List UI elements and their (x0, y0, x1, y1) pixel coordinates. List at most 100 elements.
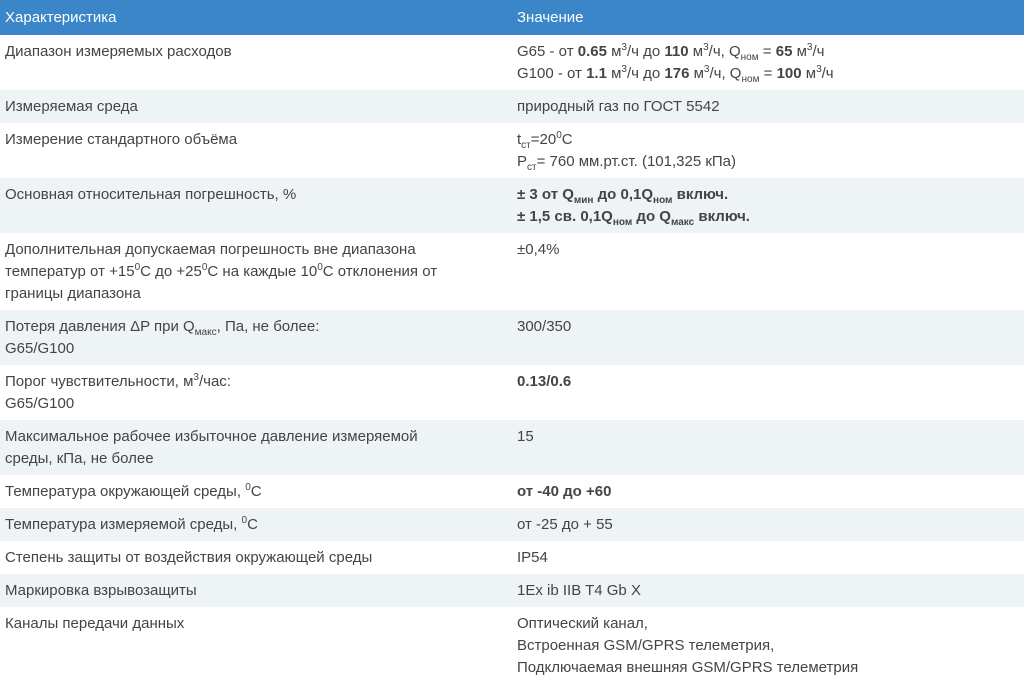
text-segment: м (792, 43, 807, 60)
text-segment: G65 - от (517, 43, 578, 60)
value-cell: tст=200C Pст= 760 мм.рт.ст. (101,325 кПа) (512, 123, 1024, 178)
cell-line: Маркировка взрывозащиты (5, 580, 507, 602)
text-segment: ст (527, 162, 537, 173)
text-segment: Температура измеряемой среды, (5, 516, 242, 533)
cell-line: IP54 (517, 547, 1019, 569)
text-segment: Встроенная GSM/GPRS телеметрия, (517, 637, 775, 654)
text-segment: , Па, не более: (216, 318, 320, 335)
text-segment: /час: (198, 373, 231, 390)
characteristic-cell: Степень защиты от воздействия окружающей… (0, 541, 512, 574)
text-segment: ±0,4% (517, 241, 560, 258)
cell-line: 1Ex ib IIB T4 Gb X (517, 580, 1019, 602)
cell-line: Температура измеряемой среды, 0C (5, 514, 507, 536)
text-segment: 1Ex ib IIB T4 Gb X (517, 582, 641, 599)
text-segment: 65 (775, 43, 793, 60)
text-segment: ном (741, 74, 760, 85)
text-segment: 3 (703, 42, 709, 53)
cell-line: Pст= 760 мм.рт.ст. (101,325 кПа) (517, 151, 1019, 173)
characteristic-cell: Дополнительная допускаемая погрешность в… (0, 233, 512, 310)
text-segment: включ. (694, 208, 750, 225)
text-segment: /ч до (626, 65, 665, 82)
cell-line: Измеряемая среда (5, 96, 507, 118)
cell-line: Основная относительная погрешность, % (5, 184, 507, 206)
text-segment: 15 (517, 428, 534, 445)
text-segment: /ч (821, 65, 834, 82)
text-segment: t (517, 131, 522, 148)
table-row: Маркировка взрывозащиты 1Ex ib IIB T4 Gb … (0, 574, 1024, 607)
characteristic-cell: Диапазон измеряемых расходов (0, 35, 512, 90)
text-segment: м (688, 43, 704, 60)
text-segment: Порог чувствительности, м (5, 373, 194, 390)
table-row: Каналы передачи данных Оптический канал, В… (0, 607, 1024, 684)
text-segment: м (689, 65, 704, 82)
value-cell: G65 - от 0.65 м3/ч до 110 м3/ч, Qном = 6… (512, 35, 1024, 90)
text-segment: /ч (812, 43, 825, 60)
text-segment: 0 (245, 482, 251, 493)
characteristic-cell: Максимальное рабочее избыточное давление… (0, 420, 512, 475)
value-cell: 1Ex ib IIB T4 Gb X (512, 574, 1024, 607)
header-characteristic: Характеристика (0, 0, 512, 35)
cell-line: G65 - от 0.65 м3/ч до 110 м3/ч, Qном = 6… (517, 41, 1019, 63)
text-segment: Измерение стандартного объёма (5, 131, 238, 148)
cell-line: G65/G100 (5, 393, 507, 415)
text-segment: 3 (193, 372, 199, 383)
text-segment: 3 (621, 42, 627, 53)
text-segment: ном (740, 52, 759, 63)
cell-line: от -25 до + 55 (517, 514, 1019, 536)
cell-line: Дополнительная допускаемая погрешность в… (5, 239, 507, 261)
text-segment: /ч, Q (708, 43, 741, 60)
value-cell: Оптический канал, Встроенная GSM/GPRS тел… (512, 607, 1024, 684)
text-segment: 0 (556, 130, 562, 141)
text-segment: 3 (703, 64, 710, 75)
table-body: Диапазон измеряемых расходов G65 - от 0.6… (0, 35, 1024, 684)
cell-line: границы диапазона (5, 283, 507, 305)
value-cell: IP54 (512, 541, 1024, 574)
text-segment: C до +25 (140, 263, 202, 280)
text-segment: Максимальное рабочее избыточное давление… (5, 428, 418, 445)
cell-line: Порог чувствительности, м3/час: (5, 371, 507, 393)
text-segment: C (247, 516, 258, 533)
cell-line: 300/350 (517, 316, 1019, 338)
text-segment: м (801, 65, 817, 82)
text-segment: включ. (672, 186, 729, 203)
table-row: Потеря давления ΔP при Qмакс, Па, не бол… (0, 310, 1024, 365)
text-segment: = (758, 43, 776, 60)
cell-line: природный газ по ГОСТ 5542 (517, 96, 1019, 118)
value-cell: ±0,4% (512, 233, 1024, 310)
text-segment: мин (573, 195, 594, 206)
text-segment: 110 (664, 43, 689, 60)
text-segment: =20 (530, 131, 557, 148)
text-segment: 0.13/0.6 (517, 373, 572, 390)
text-segment: 0 (317, 262, 323, 273)
cell-line: ± 3 от Qмин до 0,1Qном включ. (517, 184, 1019, 206)
text-segment: макс (670, 217, 695, 228)
cell-line: Каналы передачи данных (5, 613, 507, 635)
text-segment: Маркировка взрывозащиты (5, 582, 197, 599)
characteristic-cell: Температура измеряемой среды, 0C (0, 508, 512, 541)
cell-line: Встроенная GSM/GPRS телеметрия, (517, 635, 1019, 657)
characteristic-cell: Температура окружающей среды, 0C (0, 475, 512, 508)
text-segment: 0 (134, 262, 141, 273)
table-row: Измерение стандартного объёма tст=200C Pст… (0, 123, 1024, 178)
text-segment: = (759, 65, 777, 82)
text-segment: G100 - от (517, 65, 587, 82)
table-header-row: Характеристика Значение (0, 0, 1024, 35)
table-row: Температура окружающей среды, 0C от -40 д… (0, 475, 1024, 508)
text-segment: ном (612, 217, 633, 228)
text-segment: среды, кПа, не более (5, 450, 154, 467)
value-cell: ± 3 от Qмин до 0,1Qном включ. ± 1,5 св. 0… (512, 178, 1024, 233)
table-row: Измеряемая среда природный газ по ГОСТ 55… (0, 90, 1024, 123)
text-segment: Каналы передачи данных (5, 615, 185, 632)
table-row: Температура измеряемой среды, 0C от -25 д… (0, 508, 1024, 541)
cell-line: G65/G100 (5, 338, 507, 360)
value-cell: 15 (512, 420, 1024, 475)
text-segment: Степень защиты от воздействия окружающей… (5, 549, 373, 566)
text-segment: 0 (201, 262, 208, 273)
cell-line: Степень защиты от воздействия окружающей… (5, 547, 507, 569)
text-segment: /ч до (626, 43, 665, 60)
text-segment: температур от +15 (5, 263, 135, 280)
text-segment: 0 (241, 515, 248, 526)
cell-line: Температура окружающей среды, 0C (5, 481, 507, 503)
text-segment: ст (521, 140, 531, 151)
text-segment: C (561, 131, 573, 148)
